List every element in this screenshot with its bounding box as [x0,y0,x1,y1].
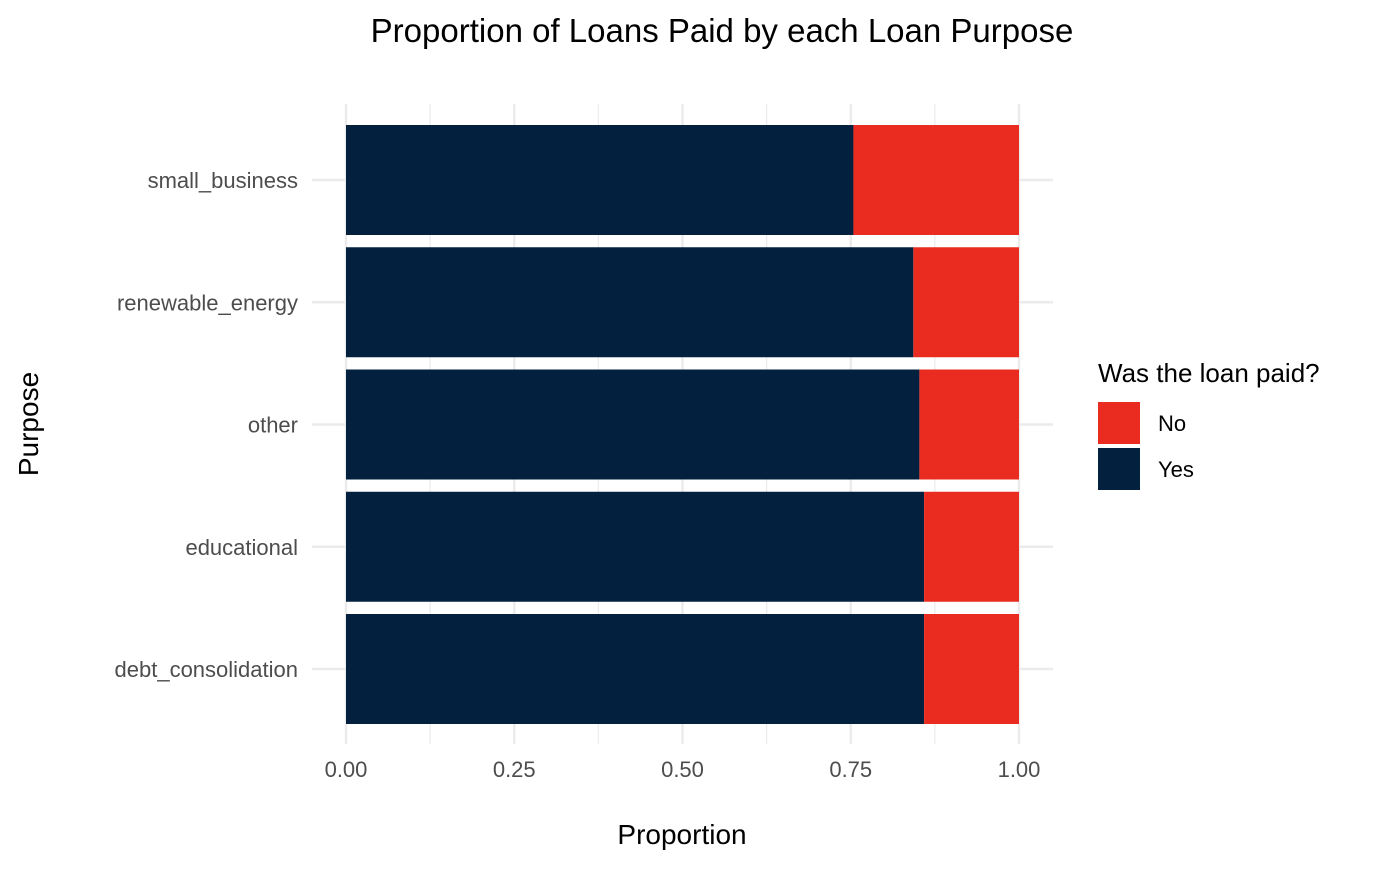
x-tick-label: 0.00 [325,757,368,782]
chart-title: Proportion of Loans Paid by each Loan Pu… [371,12,1074,49]
bar-yes-renewable_energy [346,247,914,358]
x-tick-label: 1.00 [998,757,1041,782]
y-tick-label: debt_consolidation [115,657,298,682]
legend-title: Was the loan paid? [1098,358,1320,388]
y-tick-labels: debt_consolidation educational other renewa… [115,168,298,682]
x-tick-labels: 0.00 0.25 0.50 0.75 1.00 [325,757,1041,782]
bars-layer [346,125,1019,724]
bar-yes-other [346,369,920,480]
bar-yes-debt_consolidation [346,614,925,724]
legend-label-no: No [1158,411,1186,436]
x-tick-label: 0.25 [493,757,536,782]
bar-no-debt_consolidation [924,614,1019,724]
y-tick-label: small_business [148,168,298,193]
y-axis-label: Purpose [13,372,44,476]
legend-label-yes: Yes [1158,457,1194,482]
legend-items: No Yes [1098,402,1194,490]
bar-no-educational [924,491,1019,602]
bar-no-renewable_energy [913,247,1019,358]
x-tick-label: 0.75 [829,757,872,782]
y-tick-label: other [248,413,298,438]
y-tick-label: educational [185,535,298,560]
y-tick-label: renewable_energy [117,290,298,315]
legend-key-yes [1098,448,1140,490]
x-tick-label: 0.50 [661,757,704,782]
bar-yes-small_business [346,125,854,235]
bar-no-small_business [853,125,1019,235]
bar-no-other [919,369,1019,480]
legend: Was the loan paid? No Yes [1098,358,1320,490]
bar-yes-educational [346,491,925,602]
legend-key-no [1098,402,1140,444]
x-axis-label: Proportion [617,819,746,850]
